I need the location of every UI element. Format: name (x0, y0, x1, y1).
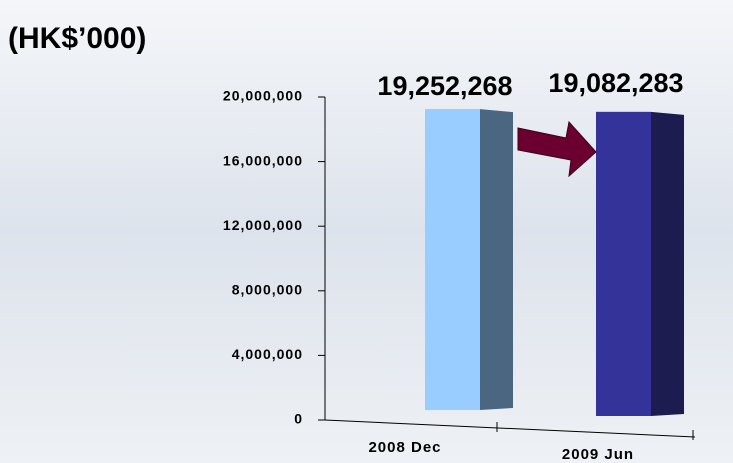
chart-title: (HK$’000) (8, 22, 146, 55)
change-arrow (517, 120, 597, 178)
bar (596, 111, 651, 416)
y-tick-label: 20,000,000 (223, 88, 303, 104)
y-tick-label: 0 (294, 411, 303, 427)
bar-side (651, 111, 684, 416)
y-tick-label: 4,000,000 (232, 346, 303, 362)
y-tick-label: 8,000,000 (232, 282, 303, 298)
value-label: 19,082,283 (548, 68, 683, 98)
x-tick-label: 2009 Jun (562, 446, 634, 463)
x-tick-label: 2008 Dec (368, 439, 441, 456)
bar-side (480, 109, 513, 411)
x-axis (324, 419, 696, 438)
y-tick-label: 16,000,000 (223, 152, 303, 168)
y-tick-label: 12,000,000 (223, 217, 303, 233)
value-label: 19,252,268 (377, 71, 512, 101)
bar (425, 109, 480, 411)
